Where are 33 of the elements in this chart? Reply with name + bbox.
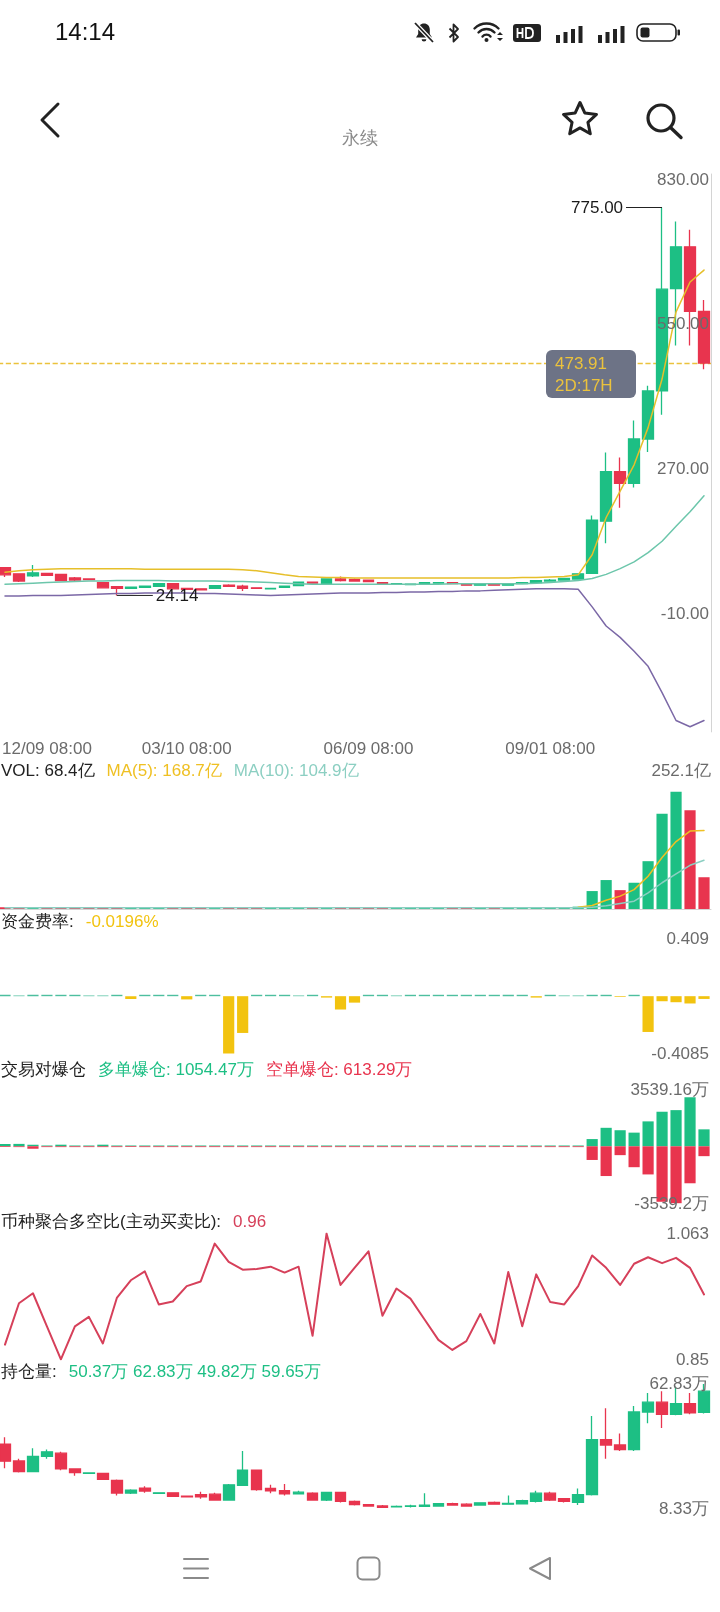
chart-title: 币种聚合多空比(主动买卖比): [1,1211,222,1231]
x-tick-label: 03/10 08:00 [141,738,232,758]
y-tick-label: 270.00 [657,458,709,478]
text: 252.1亿 [651,761,711,781]
y-tick-label: 1.063 [666,1224,709,1244]
y-tick-label: -10.00 [660,603,709,623]
y-tick-label: 62.83万 [649,1374,709,1394]
text: 空单爆仓: 613.29万 [265,1060,413,1079]
chart-title: 持仓量: [1,1361,57,1381]
ref-line-label: 473.91 2D:17H [555,353,613,395]
y-tick-label: 0.409 [666,929,709,949]
chart-title: VOL: 68.4亿 [1,761,95,780]
text: 14:14 [55,18,116,45]
text: 50.37万 62.83万 49.82万 59.65万 [68,1361,322,1381]
text: MA(5): 168.7亿 [106,761,222,780]
chart-subtitle: 永续 [341,127,379,149]
x-tick-label: 06/09 08:00 [323,738,414,758]
text: 多单爆仓: 1054.47万 [98,1060,254,1079]
series-label: 0.96 [233,1211,267,1231]
x-tick-label: 12/09 08:00 [2,738,92,758]
y-tick-label: 830.00 [657,169,709,189]
y-tick-label: -3539.2万 [634,1193,709,1213]
text: MA(10): 104.9亿 [233,761,359,780]
y-tick-label: -0.4085 [651,1044,709,1063]
y-tick-label: 8.33万 [658,1498,709,1518]
annotation: 24.14 [155,585,199,605]
chart-title: 交易对爆仓 [1,1060,86,1079]
annotation: 775.00 [571,198,624,218]
y-tick-label: 3539.16万 [630,1079,709,1099]
x-tick-label: 09/01 08:00 [505,738,596,758]
text: -0.0196% [85,911,159,931]
y-tick-label: 0.85 [675,1349,709,1369]
chart-title: 资金费率: [1,911,74,931]
